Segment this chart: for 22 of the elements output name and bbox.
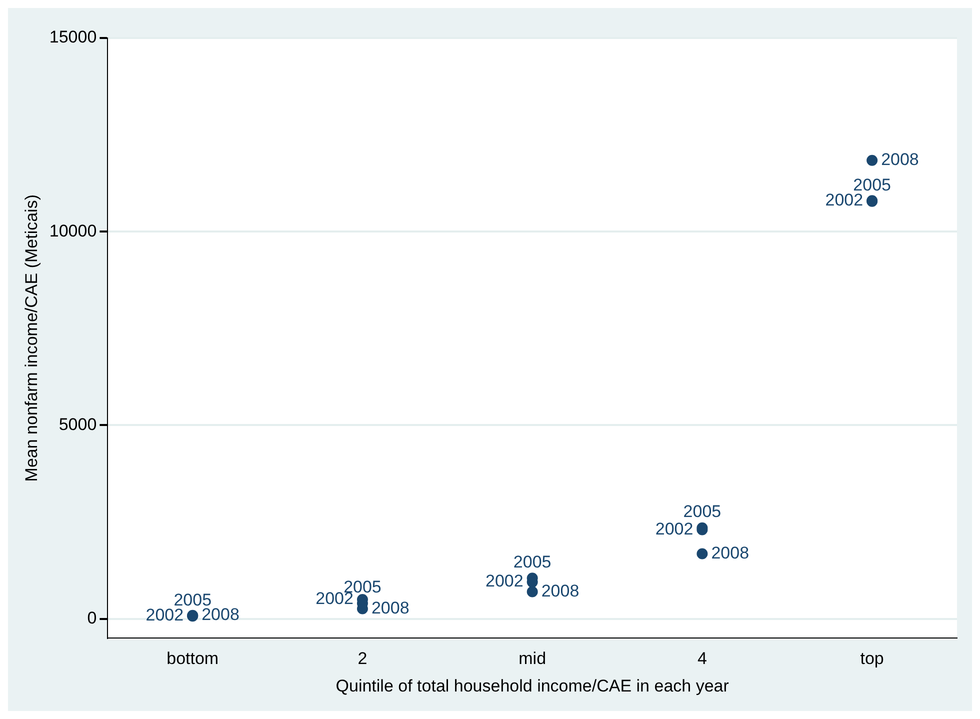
- y-axis-title: Mean nonfarm income/CAE (Meticais): [22, 194, 41, 482]
- text: 2005: [513, 552, 552, 572]
- point: [696, 548, 708, 560]
- y-tick-label: 15000: [49, 28, 97, 47]
- text: 2008: [711, 543, 750, 562]
- x-tick-label: top: [860, 649, 884, 668]
- x-tick-label: mid: [518, 649, 546, 668]
- y-tick-label: 10000: [49, 221, 97, 240]
- x-axis-title: Quintile of total household income/CAE in each year: [336, 676, 730, 696]
- y-tick-label: 0: [87, 608, 97, 628]
- y-tick-label: 5000: [58, 414, 97, 434]
- x-tick-label: 2: [358, 649, 368, 668]
- x-tick-label: 4: [697, 649, 707, 668]
- series-label: 2005: [683, 502, 722, 522]
- point: [526, 586, 538, 598]
- text: 2008: [371, 598, 410, 618]
- series-label: 2008: [881, 150, 919, 170]
- x-tick-label: bottom: [166, 649, 219, 668]
- text: 2008: [541, 581, 580, 600]
- text: 2002: [655, 519, 694, 538]
- series-label: 2002: [486, 572, 524, 591]
- point: [866, 154, 878, 166]
